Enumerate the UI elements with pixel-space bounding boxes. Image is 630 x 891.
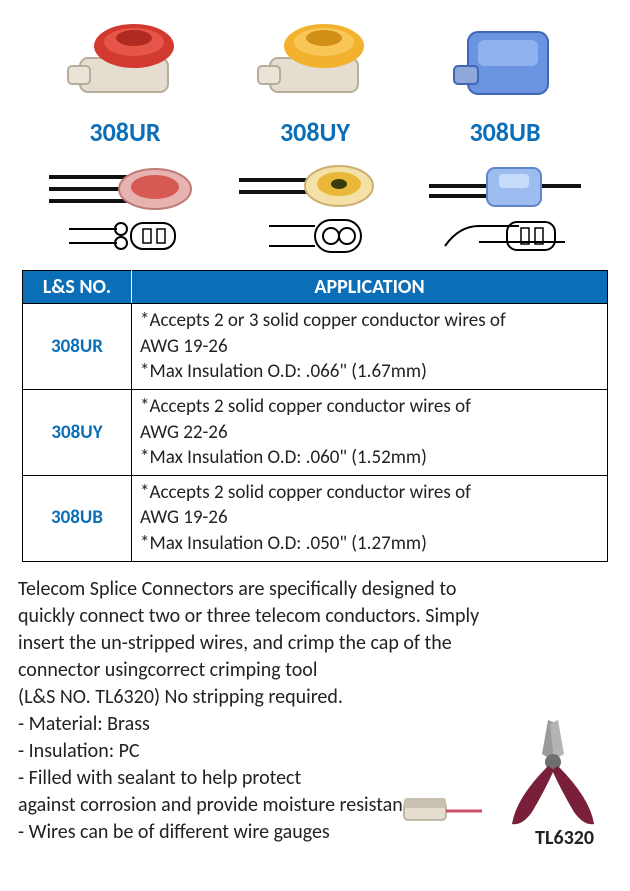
cell-app-308uy: *Accepts 2 solid copper conductor wires …: [132, 389, 608, 475]
tool-label: TL6320: [535, 825, 594, 852]
connector-308ub-icon: [430, 10, 580, 110]
app-line: AWG 19-26: [140, 506, 228, 529]
description-block: Telecom Splice Connectors are specifical…: [18, 576, 612, 846]
spec-table: L&S NO. APPLICATION 308UR *Accepts 2 or …: [22, 270, 608, 562]
desc-line: (L&S NO. TL6320) No stripping required.: [18, 684, 612, 711]
page: 308UR 308UY 308UB: [0, 0, 630, 856]
app-line: *Accepts 2 or 3 solid copper conductor w…: [140, 309, 506, 332]
model-label-308uy: 308UY: [280, 116, 350, 148]
diagram-308ub: [410, 160, 600, 256]
connector-308ur-icon: [50, 10, 200, 110]
schematic-308ur-icon: [65, 219, 185, 253]
product-308ur: 308UR: [30, 10, 220, 148]
desc-line: connector usingcorrect crimping tool: [18, 657, 612, 684]
cell-app-308ub: *Accepts 2 solid copper conductor wires …: [132, 475, 608, 561]
app-line: AWG 22-26: [140, 421, 228, 444]
th-application: APPLICATION: [132, 271, 608, 304]
desc-line: Telecom Splice Connectors are specifical…: [18, 576, 612, 603]
app-line: AWG 19-26: [140, 335, 228, 358]
table-header-row: L&S NO. APPLICATION: [23, 271, 608, 304]
cell-model-308ub: 308UB: [23, 475, 132, 561]
app-line: *Max Insulation O.D: .066" (1.67mm): [140, 360, 427, 383]
model-label-308ur: 308UR: [89, 116, 160, 148]
diagram-row: [0, 152, 630, 264]
wired-308ub-icon: [425, 160, 585, 212]
desc-line: insert the un-stripped wires, and crimp …: [18, 630, 612, 657]
desc-line: quickly connect two or three telecom con…: [18, 603, 612, 630]
schematic-308uy-icon: [255, 216, 375, 256]
wired-308ur-icon: [45, 163, 205, 215]
th-ls-no: L&S NO.: [23, 271, 132, 304]
app-line: *Max Insulation O.D: .050" (1.27mm): [140, 532, 427, 555]
product-photo-row: 308UR 308UY 308UB: [0, 0, 630, 152]
cell-model-308ur: 308UR: [23, 304, 132, 390]
product-308uy: 308UY: [220, 10, 410, 148]
model-label-308ub: 308UB: [469, 116, 540, 148]
cell-app-308ur: *Accepts 2 or 3 solid copper conductor w…: [132, 304, 608, 390]
cell-model-308uy: 308UY: [23, 389, 132, 475]
tool-figure: [382, 712, 612, 832]
table-row: 308UR *Accepts 2 or 3 solid copper condu…: [23, 304, 608, 390]
table-row: 308UB *Accepts 2 solid copper conductor …: [23, 475, 608, 561]
diagram-308uy: [220, 160, 410, 256]
connector-308uy-icon: [240, 10, 390, 110]
wired-308uy-icon: [235, 160, 395, 212]
app-line: *Accepts 2 solid copper conductor wires …: [140, 481, 471, 504]
table-row: 308UY *Accepts 2 solid copper conductor …: [23, 389, 608, 475]
schematic-308ub-icon: [435, 216, 575, 256]
app-line: *Max Insulation O.D: .060" (1.52mm): [140, 446, 427, 469]
pliers-icon: [492, 712, 612, 832]
app-line: *Accepts 2 solid copper conductor wires …: [140, 395, 471, 418]
diagram-308ur: [30, 163, 220, 253]
product-308ub: 308UB: [410, 10, 600, 148]
crimp-sample-icon: [398, 784, 486, 832]
